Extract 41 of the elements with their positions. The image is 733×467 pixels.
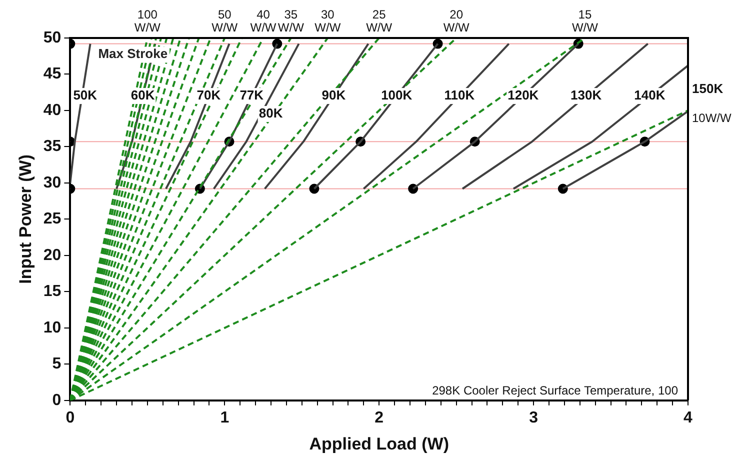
series-label: 50K [73,88,98,103]
series-label: 110K [444,88,476,103]
series-label: 15 W/W [572,7,599,34]
series-label: 70K [196,88,222,103]
series-label: 130K [570,88,602,103]
series-label: 10W/W [692,110,732,125]
y-tick-label: 5 [52,356,62,373]
series-label: 140K [634,88,666,103]
x-tick-label: 1 [220,409,230,426]
series-label: 40 W/W [250,7,277,34]
series-label: 150K [692,80,724,96]
y-tick-label: 50 [43,29,62,46]
x-tick-label: 2 [374,409,384,426]
y-axis-title: Input Power (W) [16,154,35,284]
series-label: 100K [381,88,413,103]
x-axis-title: Applied Load (W) [309,434,449,454]
series-label: 77K [240,88,264,103]
series-label: 60K [130,88,156,103]
series-label: 100 W/W [134,7,162,34]
ref-line-label: Max Stroke [98,46,168,61]
y-tick-label: 40 [43,102,62,119]
series-label: 35 W/W [278,7,305,34]
series-label: 80K [258,106,284,121]
x-tick-label: 4 [684,409,693,426]
y-tick-label: 30 [43,174,62,192]
y-tick-label: 10 [43,319,62,336]
series-label: 120K [508,88,540,103]
y-tick-label: 0 [52,392,62,409]
y-tick-label: 25 [43,210,62,228]
series-label: 30 W/W [314,7,342,34]
y-tick-label: 35 [43,138,62,156]
x-tick-label: 3 [529,409,538,426]
y-tick-label: 45 [43,66,62,83]
series-label: 50 W/W [212,7,238,34]
x-tick-label: 0 [66,409,75,426]
y-tick-label: 20 [43,246,62,264]
series-label: 20 W/W [443,7,470,34]
annotation: 298K Cooler Reject Surface Temperature, 100 [432,384,678,398]
y-tick-label: 15 [43,283,62,300]
series-label: 90K [322,88,346,103]
series-label: 25 W/W [366,7,393,34]
